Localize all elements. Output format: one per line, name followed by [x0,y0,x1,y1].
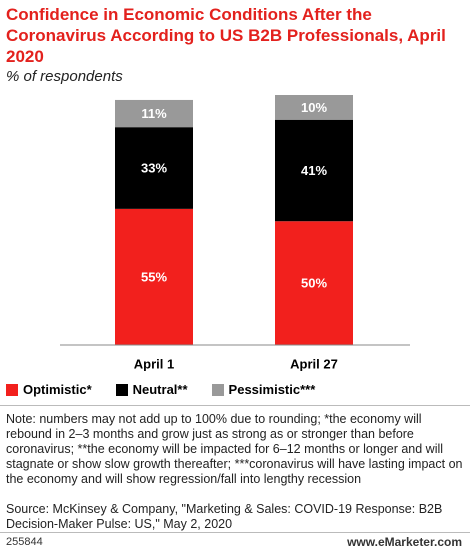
divider [0,405,470,406]
data-label: 11% [141,106,167,121]
data-label: 50% [301,276,327,291]
data-label: 55% [141,269,167,284]
legend-item: Neutral** [115,382,188,397]
bar-segment [275,119,353,222]
bar-segment [115,208,193,345]
chart-title: Confidence in Economic Conditions After … [6,5,446,66]
divider [0,532,470,533]
legend-label: Optimistic* [23,382,92,397]
legend-item: Pessimistic*** [211,382,316,397]
chart: 55% 33% 11% April 1 50% 41% 10% April 27 [60,95,410,371]
bar-segment [115,99,193,128]
data-label: 41% [301,163,327,178]
legend-label: Pessimistic*** [228,382,316,397]
data-label: 10% [301,100,327,115]
source: Source: McKinsey & Company, "Marketing &… [6,502,443,531]
x-tick-label: April 1 [134,356,174,371]
bar-segment [275,221,353,345]
legend-swatch [6,383,18,396]
bar-segment [115,127,193,209]
bar-segment [275,95,353,120]
footer-id: 255844 [6,536,43,548]
legend-swatch [211,383,224,396]
legend-label: Neutral** [132,382,188,397]
note: Note: numbers may not add up to 100% due… [6,412,463,486]
legend-item: Optimistic* [6,382,92,397]
chart-subtitle: % of respondents [6,68,123,85]
footer-site: www.eMarketer.com [347,535,462,549]
data-label: 33% [141,160,167,175]
legend: Optimistic* Neutral** Pessimistic*** [6,382,315,397]
x-tick-label: April 27 [290,356,338,371]
legend-swatch [115,383,128,396]
